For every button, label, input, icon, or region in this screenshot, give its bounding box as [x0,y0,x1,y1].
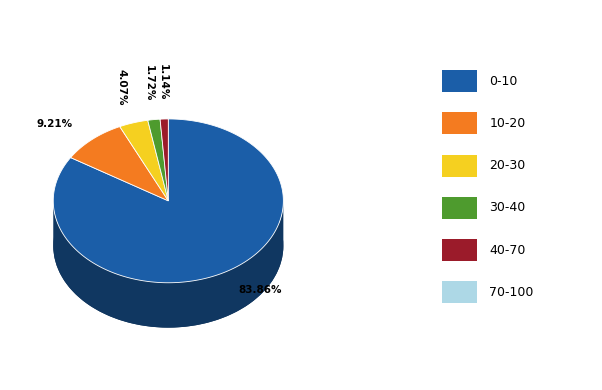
Text: 1.72%: 1.72% [144,65,154,101]
Bar [442,112,477,134]
Polygon shape [53,119,284,283]
Text: 70-100: 70-100 [489,286,534,299]
Text: 4.07%: 4.07% [116,69,126,106]
Polygon shape [147,119,169,201]
Polygon shape [160,119,169,201]
Text: 83.86%: 83.86% [238,285,282,295]
Bar [442,197,477,219]
Polygon shape [70,127,169,201]
Ellipse shape [53,164,284,328]
Text: 0-10: 0-10 [489,74,518,88]
Text: 20-30: 20-30 [489,159,526,172]
Text: 10-20: 10-20 [489,117,526,130]
Text: 1.14%: 1.14% [158,64,168,100]
Bar [442,239,477,261]
Polygon shape [53,202,284,328]
Text: 30-40: 30-40 [489,201,526,215]
Text: 9.21%: 9.21% [37,119,73,129]
Bar [442,70,477,92]
Text: 40-70: 40-70 [489,244,526,257]
Polygon shape [120,120,169,201]
Bar [442,154,477,177]
Bar [442,281,477,303]
